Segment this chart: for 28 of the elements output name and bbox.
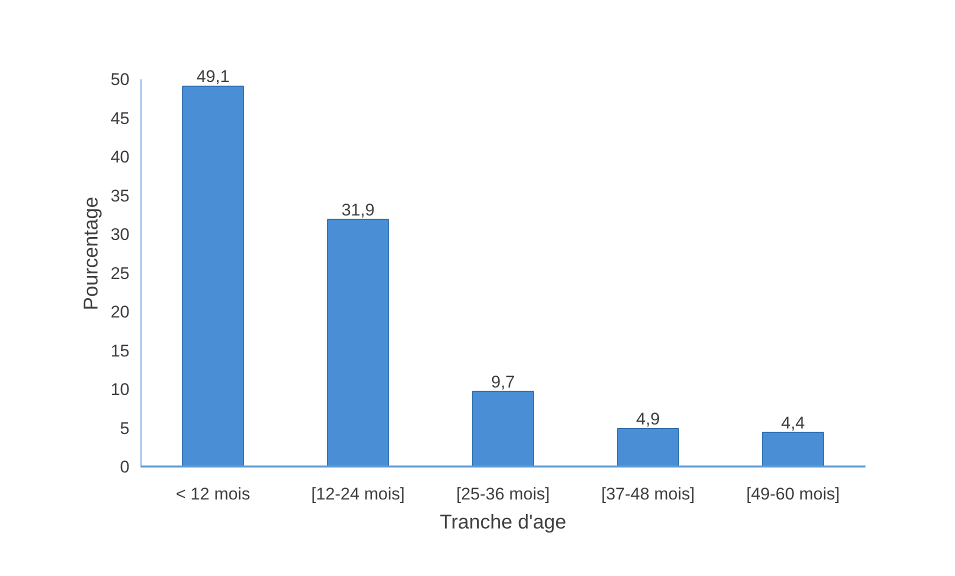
bar xyxy=(762,432,824,466)
x-tick-label: [25-36 mois] xyxy=(456,484,550,504)
x-tick-label: [49-60 mois] xyxy=(746,484,840,504)
y-tick-label: 20 xyxy=(110,302,130,322)
y-axis-title: Pourcentage xyxy=(80,196,103,310)
y-tick-label: 50 xyxy=(110,70,130,90)
y-tick-label: 5 xyxy=(120,418,130,438)
x-axis-title: Tranche d'age xyxy=(440,512,566,534)
data-label: 4,9 xyxy=(636,410,660,429)
data-label: 31,9 xyxy=(341,200,375,220)
bar xyxy=(472,390,534,466)
bar xyxy=(327,218,389,466)
x-tick-label: [37-48 mois] xyxy=(601,484,695,504)
y-tick-label: 35 xyxy=(110,186,130,206)
y-tick-label: 30 xyxy=(110,225,130,244)
data-label: 9,7 xyxy=(491,372,515,392)
x-tick-label: [12-24 mois] xyxy=(311,484,405,504)
bar xyxy=(617,428,679,466)
y-tick-label: 40 xyxy=(110,148,130,167)
y-tick-label: 25 xyxy=(110,264,130,283)
y-tick-label: 0 xyxy=(120,458,130,476)
data-label: 4,4 xyxy=(781,413,805,432)
bar xyxy=(182,86,244,466)
data-label: 49,1 xyxy=(196,67,230,86)
x-tick-label: < 12 mois xyxy=(176,484,250,504)
y-tick-label: 45 xyxy=(110,108,130,128)
y-tick-label: 10 xyxy=(110,380,130,400)
y-tick-label: 15 xyxy=(110,341,130,360)
